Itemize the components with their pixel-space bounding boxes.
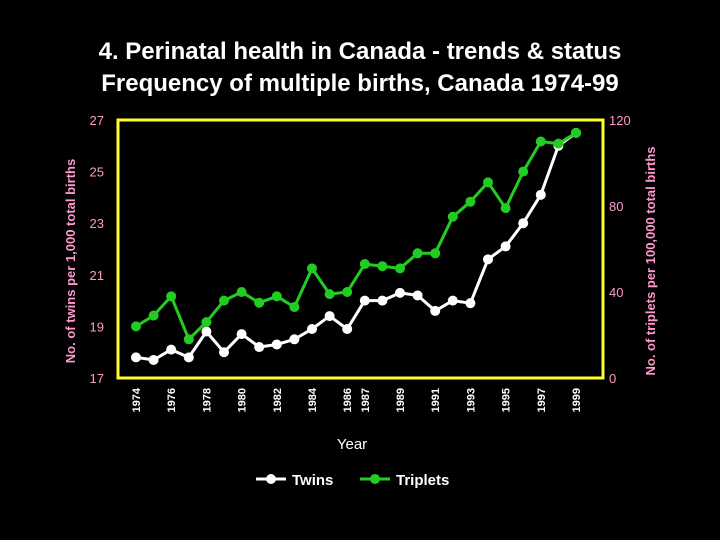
data-point-twins	[500, 241, 511, 252]
data-point-twins	[535, 189, 546, 200]
data-point-twins	[412, 290, 423, 301]
data-point-triplets	[377, 261, 388, 272]
x-tick-label: 1995	[501, 388, 513, 412]
data-point-twins	[201, 326, 212, 337]
data-point-twins	[236, 329, 247, 340]
x-tick-label: 1999	[571, 388, 583, 412]
data-point-twins	[219, 347, 229, 358]
data-point-triplets	[166, 291, 177, 302]
data-point-triplets	[500, 203, 511, 214]
x-tick-label: 1980	[237, 388, 249, 412]
data-point-twins	[166, 344, 177, 355]
data-point-triplets	[324, 289, 335, 300]
data-point-triplets	[342, 287, 353, 297]
data-point-twins	[307, 323, 317, 334]
data-point-twins	[183, 352, 194, 363]
data-point-triplets	[307, 263, 317, 274]
data-point-twins	[447, 295, 458, 306]
x-tick-label: 1978	[201, 388, 213, 412]
y-left-tick-label: 17	[90, 371, 104, 386]
data-point-twins	[465, 298, 476, 309]
data-point-triplets	[289, 302, 300, 313]
legend-swatch-marker	[370, 474, 380, 484]
chart-title: 4. Perinatal health in Canada - trends &…	[98, 38, 622, 65]
data-point-triplets	[553, 138, 564, 149]
y-right-tick-label: 40	[609, 285, 623, 300]
y-left-tick-label: 27	[90, 113, 104, 128]
data-point-twins	[254, 342, 265, 353]
data-point-twins	[483, 254, 493, 265]
data-point-triplets	[430, 248, 441, 259]
data-point-twins	[342, 323, 353, 334]
data-point-triplets	[183, 334, 194, 345]
data-point-triplets	[131, 321, 141, 332]
y-right-axis-label: No. of triplets per 100,000 total births	[643, 147, 658, 376]
data-point-triplets	[518, 166, 529, 177]
legend-entry: Twins	[292, 472, 333, 489]
y-left-tick-label: 19	[90, 319, 104, 334]
data-point-triplets	[359, 259, 370, 270]
x-tick-label: 1993	[465, 388, 477, 412]
y-right-tick-label: 80	[609, 199, 623, 214]
data-point-triplets	[447, 211, 458, 222]
x-tick-label: 1991	[430, 388, 442, 412]
data-point-twins	[324, 311, 335, 322]
data-point-triplets	[201, 317, 212, 328]
data-point-twins	[271, 339, 282, 350]
x-tick-label: 1986	[342, 388, 354, 412]
data-point-triplets	[148, 310, 159, 321]
data-point-twins	[430, 305, 441, 316]
x-tick-label: 1997	[536, 388, 548, 412]
x-tick-label: 1974	[131, 387, 143, 412]
data-point-triplets	[395, 263, 405, 274]
y-left-tick-label: 25	[90, 165, 104, 180]
y-right-tick-label: 0	[609, 371, 616, 386]
legend-entry: Triplets	[396, 472, 449, 489]
data-point-triplets	[254, 297, 265, 308]
y-left-axis-label: No. of twins per 1,000 total births	[63, 159, 78, 363]
data-point-twins	[518, 218, 529, 229]
x-tick-label: 1984	[307, 387, 319, 412]
x-tick-label: 1976	[166, 388, 178, 412]
series-line-triplets	[135, 131, 577, 341]
legend-swatch-marker	[266, 474, 276, 484]
data-point-twins	[148, 354, 159, 365]
data-point-triplets	[465, 196, 476, 207]
chart-subtitle: Frequency of multiple births, Canada 197…	[101, 70, 619, 97]
plot-frame	[116, 118, 605, 380]
data-point-triplets	[236, 287, 247, 297]
data-point-twins	[289, 334, 300, 345]
y-left-tick-label: 23	[90, 216, 104, 231]
data-point-triplets	[271, 291, 282, 302]
data-point-twins	[395, 287, 405, 298]
data-point-triplets	[571, 127, 581, 138]
data-point-twins	[359, 295, 370, 306]
data-point-triplets	[483, 177, 493, 188]
x-tick-label: 1989	[395, 388, 407, 412]
y-right-tick-label: 120	[609, 113, 631, 128]
x-tick-label: 1982	[272, 388, 284, 412]
x-tick-label: 1987	[360, 388, 372, 412]
data-point-triplets	[535, 136, 546, 147]
data-point-triplets	[219, 295, 229, 306]
data-point-twins	[377, 295, 388, 306]
x-axis-label: Year	[337, 436, 367, 453]
data-point-triplets	[412, 248, 423, 259]
data-point-twins	[131, 352, 141, 363]
y-left-tick-label: 21	[90, 268, 104, 283]
